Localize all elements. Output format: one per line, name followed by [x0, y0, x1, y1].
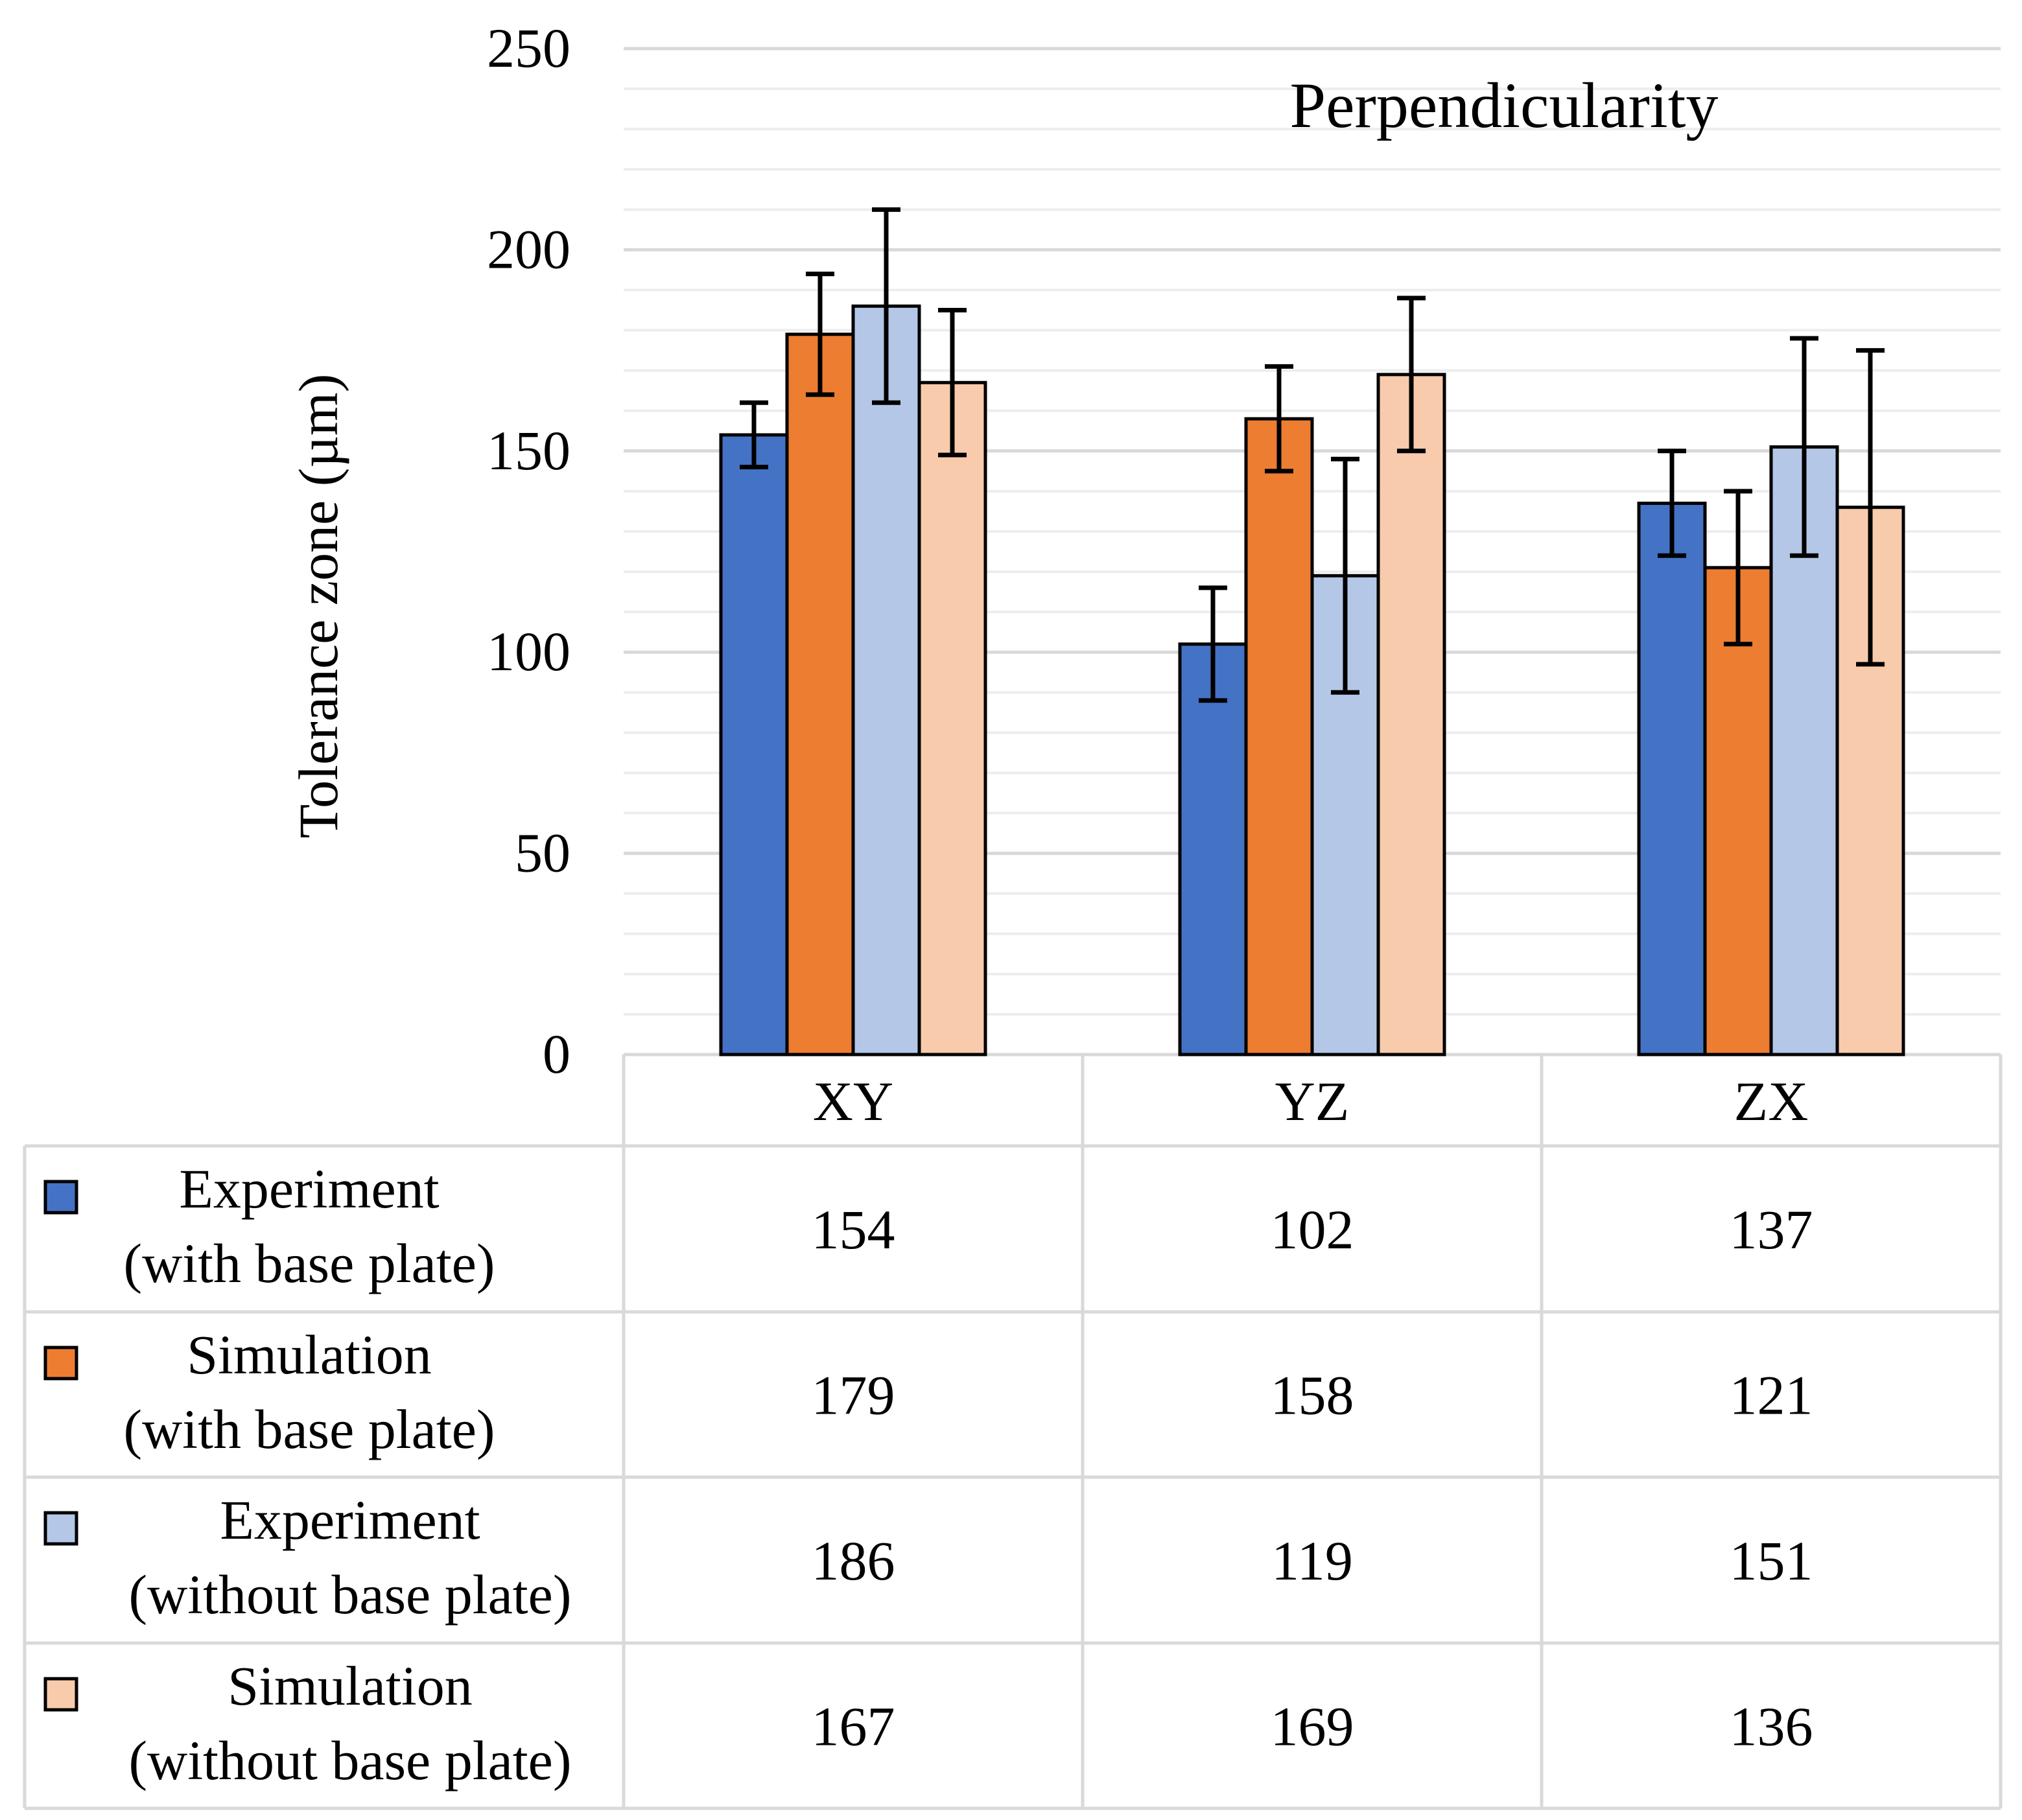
- table-value: 179: [812, 1364, 895, 1427]
- legend-label-line: Simulation: [228, 1655, 472, 1717]
- bar-yz-series-1: [1178, 642, 1248, 1056]
- category-label: XY: [813, 1070, 893, 1132]
- table-value: 154: [812, 1198, 895, 1261]
- bars: [719, 304, 1905, 1056]
- table-value: 158: [1271, 1364, 1354, 1427]
- bar-yz-series-2: [1244, 417, 1314, 1056]
- bar-yz-series-4: [1376, 373, 1446, 1056]
- bar-zx-series-2: [1703, 566, 1773, 1056]
- table-value: 186: [812, 1530, 895, 1592]
- legend-label-line: (without base plate): [128, 1729, 571, 1791]
- legend-label-line: Simulation: [187, 1324, 431, 1386]
- table-value: 102: [1271, 1198, 1354, 1261]
- y-tick-label: 0: [543, 1023, 570, 1085]
- category-label: YZ: [1275, 1070, 1350, 1132]
- data-table-values: 154 102 137 179 158 121 186 119 151 167 169 136: [812, 1198, 1813, 1758]
- legend-label-line: Experiment: [220, 1489, 480, 1551]
- bar-xy-series-4: [917, 380, 987, 1056]
- data-table-legend: Experiment (with base plate) Simulation (wi…: [43, 1158, 572, 1791]
- bar-zx-series-4: [1835, 506, 1905, 1056]
- legend-swatch-series-4: [43, 1677, 78, 1712]
- category-label: ZX: [1734, 1070, 1809, 1132]
- chart-title: Perpendicularity: [1290, 69, 1719, 141]
- bar-xy-series-2: [785, 332, 855, 1056]
- table-value: 169: [1271, 1696, 1354, 1758]
- legend-label-line: (with base plate): [123, 1232, 495, 1294]
- y-tick-label: 250: [487, 17, 570, 79]
- y-tick-label: 150: [487, 419, 570, 482]
- bar-xy-series-1: [719, 433, 789, 1056]
- table-value: 119: [1271, 1530, 1353, 1592]
- table-value: 167: [812, 1696, 895, 1758]
- table-value: 136: [1730, 1696, 1813, 1758]
- y-tick-label: 200: [487, 218, 570, 280]
- table-value: 121: [1730, 1364, 1813, 1427]
- legend-label-line: (without base plate): [128, 1563, 571, 1626]
- legend-label-line: Experiment: [179, 1158, 439, 1220]
- bar-zx-series-1: [1637, 502, 1707, 1056]
- legend-swatch-series-3: [43, 1511, 78, 1546]
- y-axis-label: Tolerance zone (µm): [287, 374, 349, 839]
- y-axis-ticks: 0 50 100 150 200 250: [487, 17, 570, 1085]
- category-labels: XY YZ ZX: [813, 1070, 1808, 1132]
- table-value: 151: [1730, 1530, 1813, 1592]
- y-tick-label: 100: [487, 620, 570, 682]
- bar-xy-series-3: [851, 304, 921, 1056]
- data-table-grid: [23, 1053, 2003, 1810]
- y-tick-label: 50: [515, 822, 570, 884]
- legend-swatch-series-2: [43, 1346, 78, 1381]
- table-value: 137: [1730, 1198, 1813, 1261]
- legend-swatch-series-1: [43, 1180, 78, 1215]
- error-bars: [740, 207, 1885, 703]
- legend-label-line: (with base plate): [123, 1398, 495, 1460]
